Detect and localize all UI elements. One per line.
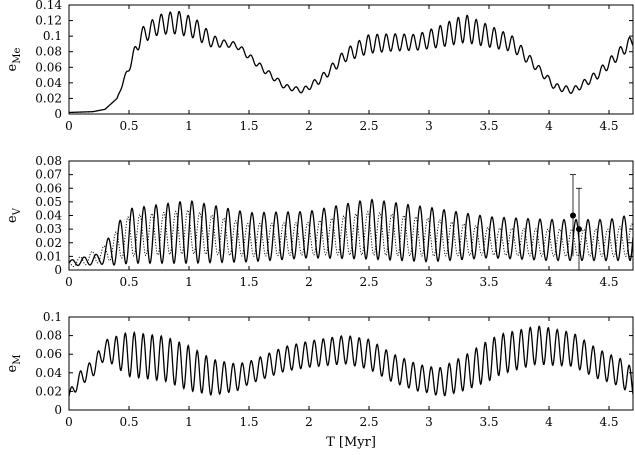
y-tick-label: 0.04 <box>35 76 62 90</box>
x-tick-label: 3.5 <box>479 275 498 289</box>
chart-panel-mercury: 0 0.5 1 1.5 2 2.5 3 3.5 4 4.500.020.040.060.080.1… <box>5 0 634 133</box>
y-tick-label: 0.01 <box>35 249 62 263</box>
x-tick-label: 4.5 <box>599 119 618 133</box>
x-tick-label: 2 <box>305 415 313 429</box>
x-tick-label: 1 <box>185 119 193 133</box>
y-tick-label: 0.12 <box>35 14 62 28</box>
plot-frame <box>68 4 634 115</box>
series-line-solid <box>68 325 634 397</box>
x-tick-label: 0.5 <box>119 415 138 429</box>
x-tick-label: 0 <box>65 119 73 133</box>
x-tick-label: 3.5 <box>479 415 498 429</box>
y-tick-label: 0.07 <box>35 168 62 182</box>
y-tick-label: 0.08 <box>35 154 62 168</box>
y-tick-label: 0.02 <box>35 384 62 398</box>
y-tick-label: 0 <box>54 263 62 277</box>
x-tick-label: 3 <box>425 415 433 429</box>
y-tick-label: 0.1 <box>43 310 62 324</box>
y-tick-label: 0 <box>54 403 62 417</box>
x-tick-label: 4 <box>545 275 553 289</box>
x-tick-label: 0.5 <box>119 275 138 289</box>
x-axis-label: T [Myr] <box>326 435 376 450</box>
y-tick-label: 0.08 <box>35 45 62 59</box>
y-tick-label: 0.02 <box>35 91 62 105</box>
x-tick-label: 2.5 <box>359 275 378 289</box>
x-tick-label: 2.5 <box>359 415 378 429</box>
y-tick-label: 0.02 <box>35 236 62 250</box>
y-tick-label: 0.04 <box>35 209 62 223</box>
x-tick-label: 0.5 <box>119 119 138 133</box>
x-tick-label: 1.5 <box>239 275 258 289</box>
y-tick-label: 0.08 <box>35 329 62 343</box>
y-axis-label: eM <box>5 355 23 373</box>
chart-panel-mars: 0 0.5 1 1.5 2 2.5 3 3.5 4 4.5 0 0.02 0.04 0.06 0.08 0.1… <box>5 310 634 450</box>
plot-frame <box>68 316 634 411</box>
x-tick-label: 4 <box>545 119 553 133</box>
x-tick-label: 4.5 <box>599 275 618 289</box>
data-point <box>570 212 576 219</box>
series-line-dotted <box>68 209 634 267</box>
plot-frame <box>68 160 634 271</box>
x-tick-label: 3.5 <box>479 119 498 133</box>
y-tick-label: 0.06 <box>35 347 62 361</box>
y-tick-label: 0 <box>54 107 62 121</box>
x-tick-label: 1.5 <box>239 415 258 429</box>
x-tick-label: 1.5 <box>239 119 258 133</box>
x-tick-label: 1 <box>185 415 193 429</box>
y-tick-label: 0.06 <box>35 181 62 195</box>
x-tick-label: 0 <box>65 415 73 429</box>
y-tick-label: 0.04 <box>35 366 62 380</box>
series-line-solid <box>68 198 634 267</box>
series-line-solid <box>68 10 634 114</box>
y-tick-label: 0.1 <box>43 29 62 43</box>
chart-panel-venus: 0 0.5 1 1.5 2 2.5 3 3.5 4 4.500.010.020.030.040.0… <box>5 154 634 289</box>
data-point <box>576 226 582 233</box>
y-tick-label: 0.14 <box>35 0 62 12</box>
y-tick-label: 0.03 <box>35 222 62 236</box>
y-axis-label: eMe <box>5 47 23 71</box>
x-tick-label: 4.5 <box>599 415 618 429</box>
x-tick-label: 0 <box>65 275 73 289</box>
y-tick-label: 0.05 <box>35 195 62 209</box>
x-tick-label: 2 <box>305 119 313 133</box>
x-tick-label: 3 <box>425 275 433 289</box>
x-tick-label: 2.5 <box>359 119 378 133</box>
x-tick-label: 4 <box>545 415 553 429</box>
x-tick-label: 2 <box>305 275 313 289</box>
x-tick-label: 3 <box>425 119 433 133</box>
y-tick-label: 0.06 <box>35 60 62 74</box>
y-axis-label: eV <box>5 207 23 223</box>
x-tick-label: 1 <box>185 275 193 289</box>
